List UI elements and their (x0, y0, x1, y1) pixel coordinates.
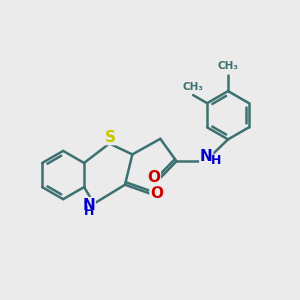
Text: S: S (105, 130, 116, 145)
Text: O: O (150, 186, 163, 201)
Text: CH₃: CH₃ (183, 82, 204, 92)
Text: N: N (200, 149, 213, 164)
Text: N: N (82, 198, 95, 213)
Text: O: O (147, 170, 160, 185)
Text: H: H (84, 205, 94, 218)
Text: CH₃: CH₃ (218, 61, 239, 71)
Text: H: H (212, 154, 222, 167)
